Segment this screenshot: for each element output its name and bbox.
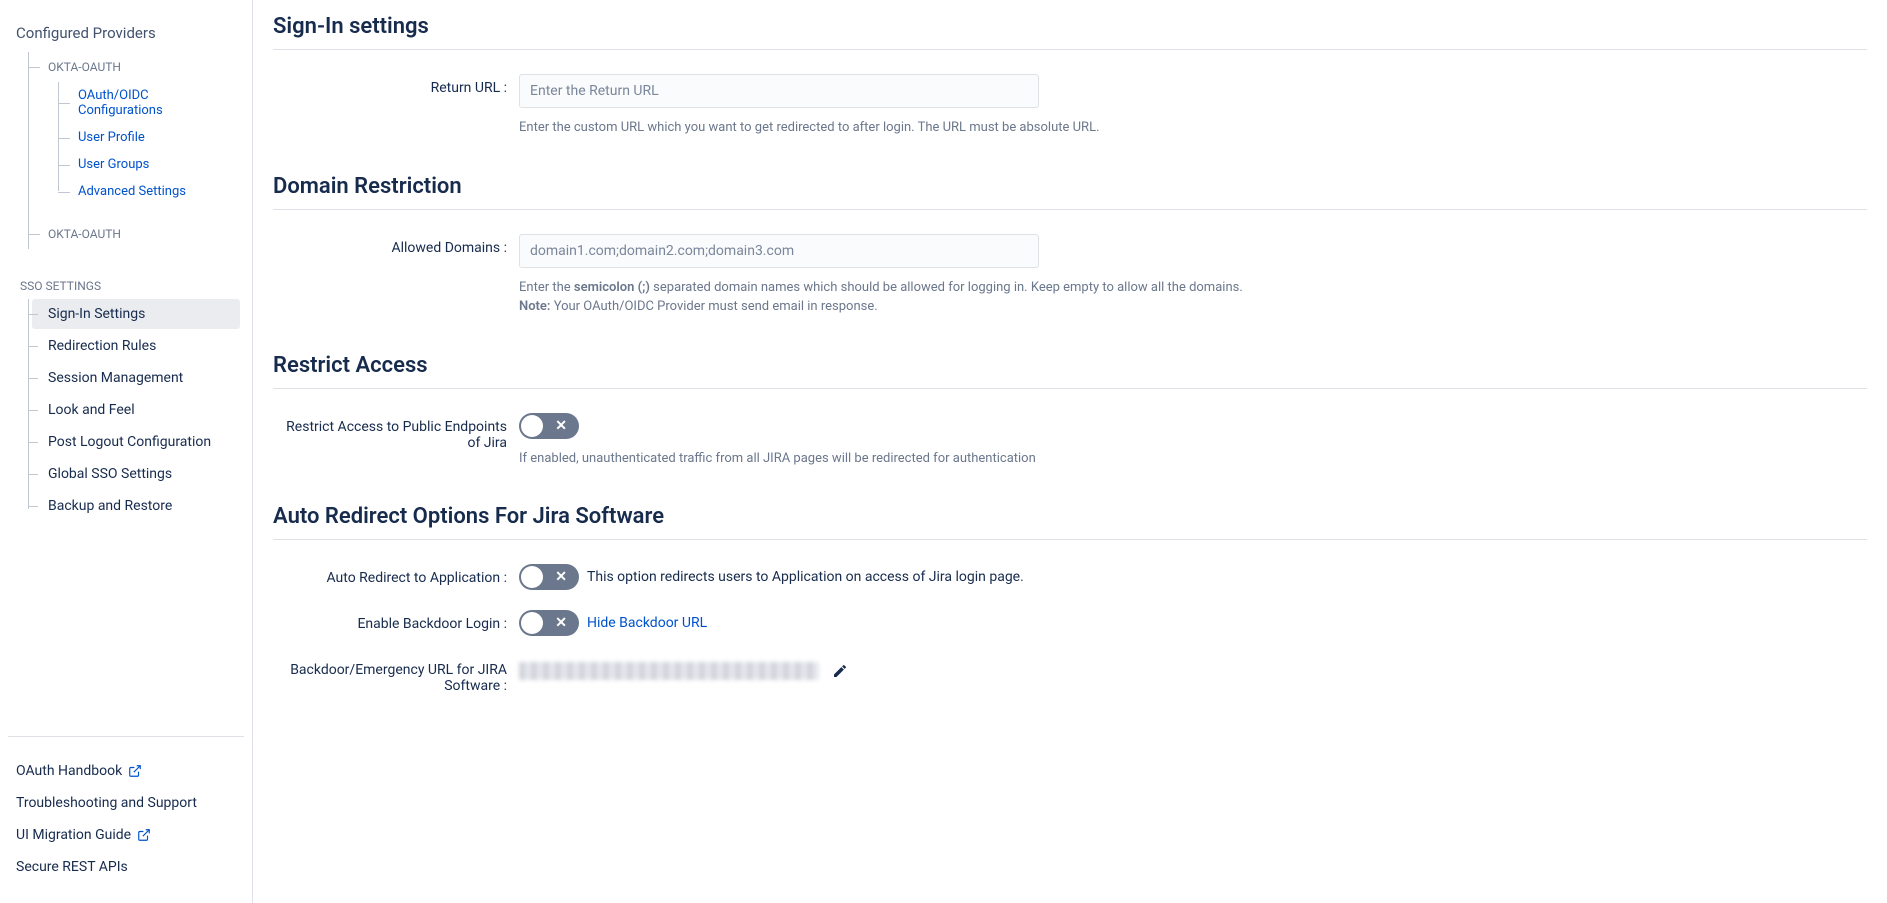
allowed-domains-row: Allowed Domains : Enter the semicolon (;… — [273, 234, 1867, 317]
configured-providers-heading: Configured Providers — [0, 20, 252, 52]
allowed-domains-help: Enter the semicolon (;) separated domain… — [519, 278, 1539, 317]
backdoor-url-row: Backdoor/Emergency URL for JIRA Software… — [273, 656, 1867, 694]
enable-backdoor-label: Enable Backdoor Login : — [273, 610, 519, 632]
return-url-label: Return URL : — [273, 74, 519, 96]
domain-restriction-heading: Domain Restriction — [273, 174, 1867, 210]
restrict-endpoints-toggle[interactable]: ✕ — [519, 413, 579, 439]
link-secure-rest-apis[interactable]: Secure REST APIs — [16, 851, 252, 883]
nav-backup-restore[interactable]: Backup and Restore — [32, 491, 240, 521]
external-link-icon — [137, 828, 151, 842]
nav-session-management[interactable]: Session Management — [32, 363, 240, 393]
help-link-label: Secure REST APIs — [16, 859, 128, 875]
nav-advanced-settings[interactable]: Advanced Settings — [78, 178, 252, 205]
nav-user-profile[interactable]: User Profile — [78, 124, 252, 151]
allowed-domains-label: Allowed Domains : — [273, 234, 519, 256]
external-link-icon — [128, 764, 142, 778]
help-link-label: UI Migration Guide — [16, 827, 131, 843]
nav-look-and-feel[interactable]: Look and Feel — [32, 395, 240, 425]
provider-group: OKTA-OAUTH OAuth/OIDC Configurations Use… — [28, 52, 252, 249]
enable-backdoor-row: Enable Backdoor Login : ✕ Hide Backdoor … — [273, 610, 1867, 636]
hide-backdoor-url-link[interactable]: Hide Backdoor URL — [587, 615, 707, 631]
nav-sign-in-settings[interactable]: Sign-In Settings — [32, 299, 240, 329]
return-url-help: Enter the custom URL which you want to g… — [519, 118, 1539, 138]
auto-redirect-app-desc: This option redirects users to Applicati… — [587, 569, 1024, 585]
return-url-row: Return URL : Enter the custom URL which … — [273, 74, 1867, 138]
provider-tree: OKTA-OAUTH OAuth/OIDC Configurations Use… — [0, 52, 252, 249]
link-ui-migration-guide[interactable]: UI Migration Guide — [16, 819, 252, 851]
close-icon: ✕ — [555, 419, 567, 433]
sso-settings-list: Sign-In Settings Redirection Rules Sessi… — [0, 299, 252, 523]
main-content: Sign-In settings Return URL : Enter the … — [253, 0, 1887, 903]
toggle-knob — [521, 566, 543, 588]
link-troubleshooting-support[interactable]: Troubleshooting and Support — [16, 787, 252, 819]
pencil-icon[interactable] — [832, 663, 848, 679]
toggle-knob — [521, 415, 543, 437]
sidebar: Configured Providers OKTA-OAUTH OAuth/OI… — [0, 0, 253, 903]
nav-global-sso-settings[interactable]: Global SSO Settings — [32, 459, 240, 489]
provider-group-label[interactable]: OKTA-OAUTH — [48, 219, 252, 249]
provider-group-label[interactable]: OKTA-OAUTH — [48, 52, 252, 82]
nav-oauth-oidc-config[interactable]: OAuth/OIDC Configurations — [78, 82, 198, 124]
return-url-input[interactable] — [519, 74, 1039, 108]
restrict-access-heading: Restrict Access — [273, 353, 1867, 389]
sso-settings-section-label: SSO SETTINGS — [0, 249, 252, 299]
nav-user-groups[interactable]: User Groups — [78, 151, 252, 178]
restrict-endpoints-help: If enabled, unauthenticated traffic from… — [519, 449, 1539, 469]
toggle-knob — [521, 612, 543, 634]
help-link-label: Troubleshooting and Support — [16, 795, 197, 811]
backdoor-url-value — [519, 662, 819, 680]
link-oauth-handbook[interactable]: OAuth Handbook — [16, 755, 252, 787]
auto-redirect-app-row: Auto Redirect to Application : ✕ This op… — [273, 564, 1867, 590]
auto-redirect-heading: Auto Redirect Options For Jira Software — [273, 504, 1867, 540]
restrict-endpoints-row: Restrict Access to Public Endpoints of J… — [273, 413, 1867, 469]
help-link-label: OAuth Handbook — [16, 763, 122, 779]
auto-redirect-app-toggle[interactable]: ✕ — [519, 564, 579, 590]
close-icon: ✕ — [555, 570, 567, 584]
close-icon: ✕ — [555, 616, 567, 630]
allowed-domains-input[interactable] — [519, 234, 1039, 268]
nav-redirection-rules[interactable]: Redirection Rules — [32, 331, 240, 361]
auto-redirect-app-label: Auto Redirect to Application : — [273, 564, 519, 586]
backdoor-url-label: Backdoor/Emergency URL for JIRA Software… — [273, 656, 519, 694]
enable-backdoor-toggle[interactable]: ✕ — [519, 610, 579, 636]
restrict-endpoints-label: Restrict Access to Public Endpoints of J… — [273, 413, 519, 451]
help-links: OAuth Handbook Troubleshooting and Suppo… — [0, 737, 252, 883]
provider-group-children: OAuth/OIDC Configurations User Profile U… — [48, 82, 252, 205]
nav-post-logout-config[interactable]: Post Logout Configuration — [32, 427, 240, 457]
sign-in-settings-heading: Sign-In settings — [273, 14, 1867, 50]
